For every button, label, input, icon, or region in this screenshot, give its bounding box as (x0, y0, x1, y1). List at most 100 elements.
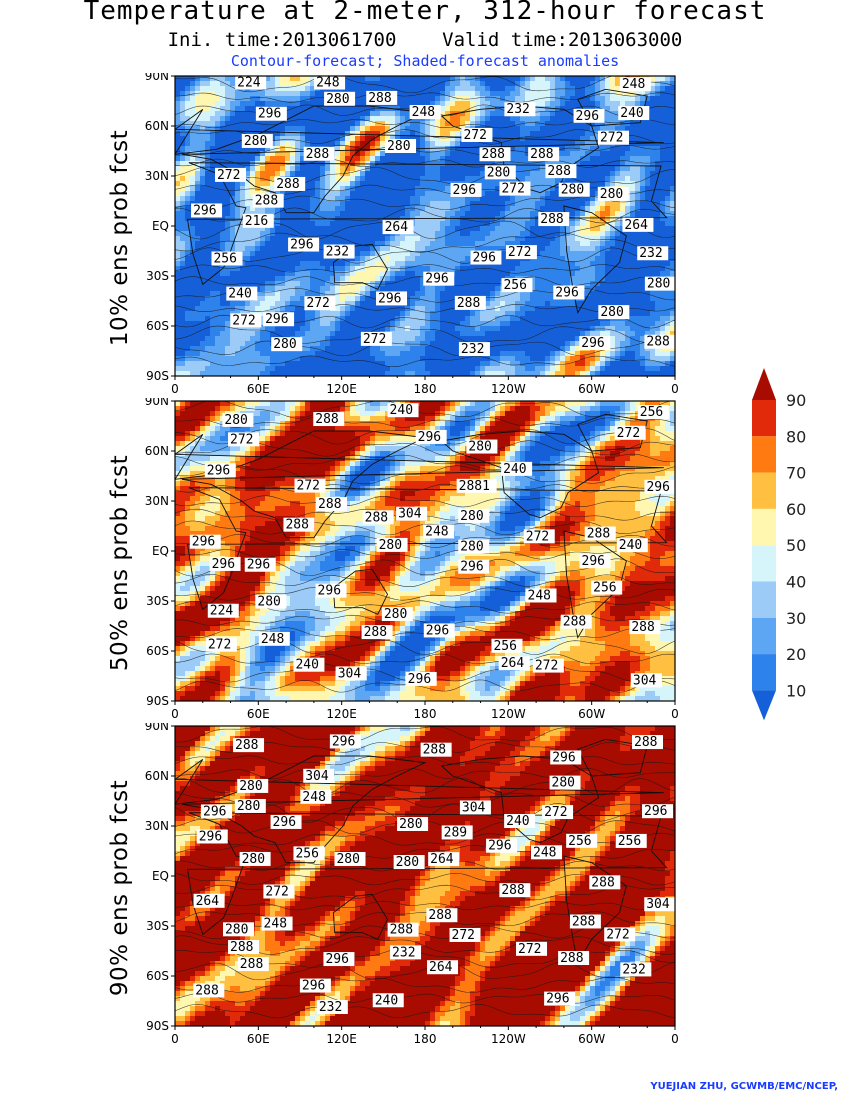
colorbar-band (752, 508, 776, 546)
y-tick-label: 60S (146, 644, 169, 658)
contour-label: 296 (579, 336, 611, 351)
contour-label: 296 (544, 991, 576, 1007)
contour-label: 288 (589, 875, 621, 890)
contour-label: 280 (458, 539, 490, 555)
contour-label: 296 (209, 556, 241, 572)
contour-label: 264 (427, 960, 459, 975)
contour-line (175, 860, 675, 872)
colorbar-label: 30 (786, 609, 806, 628)
contour-label: 240 (501, 461, 533, 477)
contour-label: 288 (313, 412, 345, 427)
contour-line (175, 884, 675, 901)
contour-label: 248 (261, 916, 293, 932)
contour-label: 264 (622, 217, 654, 233)
y-tick-label: EQ (152, 219, 169, 233)
contour-label: 296 (458, 559, 490, 575)
contour-label: 256 (211, 251, 243, 266)
contour-label: 232 (390, 945, 422, 960)
chart-description: Contour-forecast; Shaded-forecast anomal… (230, 52, 620, 70)
contour-label: 272 (532, 658, 564, 674)
colorbar-label: 50 (786, 536, 806, 555)
contour-label: 288 (644, 334, 675, 350)
contour-label: 280 (241, 133, 273, 149)
coastline-0 (186, 487, 668, 611)
contour-line (175, 158, 675, 168)
contour-label: 272 (516, 941, 548, 957)
contour-line (175, 653, 675, 665)
contour-label: 256 (615, 833, 647, 849)
contour-label: 296 (263, 312, 295, 327)
contour-line (175, 465, 675, 485)
contour-label: 232 (504, 102, 536, 117)
contour-label: 296 (450, 182, 482, 198)
y-tick-label: 60S (146, 969, 169, 983)
panel-50pct: 50% ens prob fcst 272 272 272 264 280 2881 272… (0, 398, 700, 728)
contour-label: 296 (288, 237, 320, 253)
contour-label: 232 (323, 244, 355, 260)
contour-line (175, 483, 675, 493)
contour-label: 288 (237, 957, 269, 972)
contour-label: 296 (415, 429, 447, 445)
contour-label: 272 (304, 296, 336, 311)
colorbar-band (752, 436, 776, 473)
contour-label: 256 (566, 833, 598, 849)
contour-label: 288 (558, 951, 590, 966)
colorbar-label: 10 (786, 681, 806, 700)
coastline-4 (563, 530, 627, 639)
contour-label: 248 (409, 105, 441, 120)
y-tick-label: 90N (145, 723, 169, 733)
contour-label: 296 (642, 804, 674, 819)
contour-label: 288 (362, 510, 394, 525)
colorbar-arrow-top (752, 368, 776, 400)
contour-label: 280 (549, 775, 581, 791)
x-tick-label: 180 (414, 1032, 437, 1046)
contour-label: 280 (466, 439, 498, 455)
y-tick-label: 60S (146, 319, 169, 333)
contour-label: 248 (258, 631, 290, 647)
contour-label: 288 (479, 147, 511, 162)
contour-label: 296 (244, 557, 276, 573)
colorbar-band (752, 617, 776, 655)
contour-label: 272 (360, 331, 392, 347)
x-tick-label: 60W (578, 707, 605, 721)
contour-label: 288 (426, 908, 458, 923)
colorbar-band (752, 472, 776, 509)
contour-label: 280 (458, 508, 490, 524)
x-tick-label: 0 (671, 1032, 679, 1046)
contour-label: 272 (499, 181, 531, 197)
map-50pct: 2722722722642802881272280296288288288296… (145, 398, 679, 721)
x-tick-label: 60E (247, 1032, 270, 1046)
x-tick-label: 0 (171, 707, 179, 721)
contour-label: 288 (454, 295, 486, 311)
contour-label: 296 (573, 108, 605, 124)
contour-label: 232 (620, 962, 652, 977)
contour-label: 288 (584, 526, 616, 542)
contour-label: 280 (397, 817, 429, 832)
contour-label: 280 (381, 607, 413, 622)
contour-label: 288 (233, 738, 265, 753)
contour-label: 256 (637, 405, 669, 420)
contour-line (175, 587, 675, 601)
colorbar-label: 80 (786, 427, 806, 446)
contour-label: 288 (420, 742, 452, 758)
contour-label: 256 (491, 638, 523, 654)
anomaly-field: 2722722722642802881272280296288288288296… (175, 401, 675, 701)
contour-line (175, 232, 675, 253)
contour-line (175, 401, 674, 419)
x-tick-label: 0 (171, 1032, 179, 1046)
y-tick-label: 90S (146, 1019, 169, 1033)
panel-90pct: 90% ens prob fcst 272 280 272 272 288 280 280 2… (0, 723, 700, 1053)
contour-line (175, 355, 675, 367)
contour-label: 288 (569, 914, 601, 929)
contour-line (175, 992, 675, 1004)
colorbar-label: 40 (786, 573, 806, 592)
y-tick-label: 30S (146, 919, 169, 933)
coastline-5 (577, 88, 648, 127)
contour-label: 240 (372, 993, 404, 1008)
contour-label: 288 (274, 176, 306, 192)
colorbar-band (752, 545, 776, 582)
contour-line (175, 574, 675, 587)
contour-label: 224 (235, 76, 267, 90)
contour-line (175, 1004, 675, 1019)
